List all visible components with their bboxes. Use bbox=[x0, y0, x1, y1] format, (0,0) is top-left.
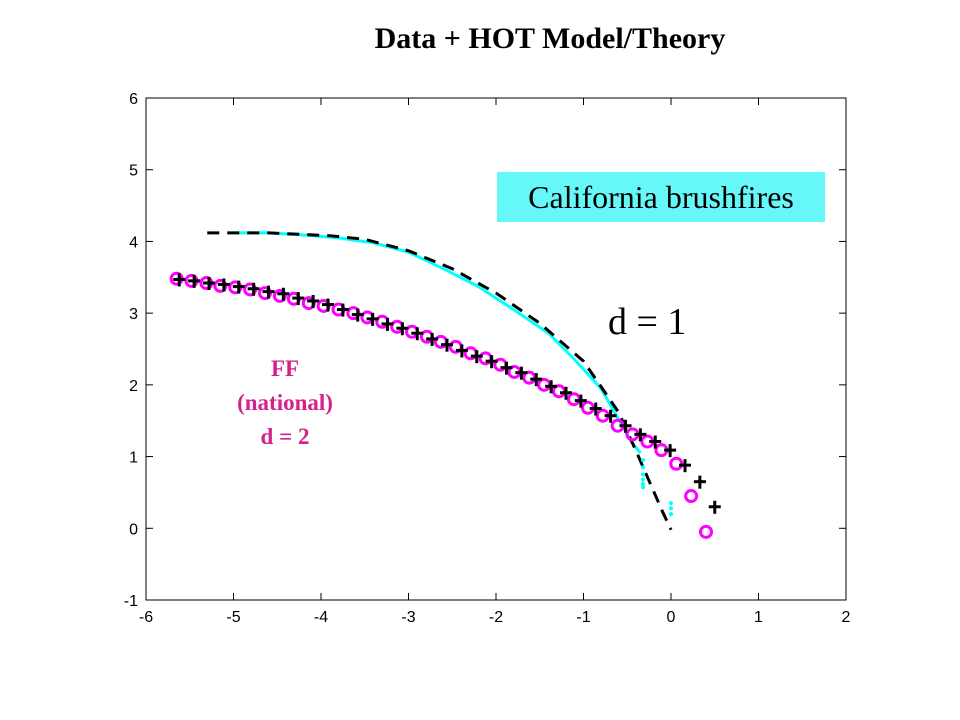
black-plus-point bbox=[545, 380, 558, 394]
x-tick-labels: -6 -5 -4 -3 -2 -1 0 1 2 bbox=[139, 609, 851, 626]
cyan-dot-point bbox=[669, 511, 673, 516]
black-plus-point bbox=[262, 285, 275, 299]
black-plus-point bbox=[634, 428, 647, 442]
x-tick-label: -3 bbox=[401, 609, 415, 626]
black-plus-point bbox=[649, 435, 662, 449]
cyan-dot-point bbox=[641, 458, 645, 463]
black-plus-point bbox=[589, 402, 602, 416]
black-plus-point bbox=[232, 280, 245, 294]
black-plus-point bbox=[173, 273, 186, 287]
black-plus-point bbox=[247, 282, 260, 296]
black-plus-point bbox=[560, 386, 572, 400]
black-plus-point bbox=[217, 278, 230, 292]
black-plus-point bbox=[203, 277, 215, 291]
black-plus-point bbox=[708, 500, 721, 514]
black-plus-point bbox=[485, 355, 498, 369]
y-tick-labels: -1 0 1 2 3 4 5 6 bbox=[124, 91, 138, 610]
black-plus-point bbox=[604, 409, 617, 423]
y-tick-label: -1 bbox=[124, 593, 138, 610]
black-plus-point bbox=[381, 317, 394, 331]
y-tick-label: 5 bbox=[129, 163, 138, 180]
x-tick-label: 2 bbox=[842, 609, 851, 626]
black-plus-point bbox=[679, 459, 691, 473]
black-plus-point bbox=[693, 475, 706, 489]
black-plus-point bbox=[574, 394, 587, 408]
x-tick-label: 1 bbox=[754, 609, 763, 626]
annotation-ff-line1: FF bbox=[270, 356, 300, 381]
black-plus-point bbox=[396, 322, 409, 336]
axis-ticks bbox=[145, 97, 847, 601]
cyan-dot-point bbox=[669, 501, 673, 506]
black-plus-point bbox=[530, 373, 543, 387]
x-tick-label: 0 bbox=[667, 609, 676, 626]
chart-title: Data + HOT Model/Theory bbox=[374, 22, 726, 55]
magenta-circle-point bbox=[272, 288, 287, 303]
black-plus-point bbox=[619, 419, 632, 433]
magenta-circle-point bbox=[684, 489, 699, 504]
black-plus-point bbox=[336, 303, 349, 317]
y-tick-label: 0 bbox=[129, 521, 138, 538]
black-plus-point bbox=[411, 327, 424, 341]
series-dashed-line bbox=[207, 231, 673, 531]
black-plus-point bbox=[277, 287, 290, 301]
cyan-dot-point bbox=[669, 506, 673, 511]
black-plus-point bbox=[322, 298, 334, 312]
series-layer bbox=[169, 231, 721, 539]
y-tick-label: 6 bbox=[129, 91, 138, 108]
x-tick-label: -6 bbox=[139, 609, 153, 626]
magenta-circle-point bbox=[699, 524, 713, 539]
black-plus-point bbox=[441, 338, 453, 352]
black-plus-point bbox=[307, 294, 320, 308]
x-tick-label: -4 bbox=[314, 609, 328, 626]
black-plus-point bbox=[664, 444, 677, 458]
x-tick-label: -2 bbox=[489, 609, 503, 626]
y-tick-label: 1 bbox=[129, 450, 138, 467]
x-tick-label: -1 bbox=[576, 609, 590, 626]
black-plus-point bbox=[366, 312, 379, 326]
y-tick-label: 3 bbox=[129, 306, 138, 323]
annotation-ff-line2: (national) bbox=[237, 390, 333, 415]
black-plus-point bbox=[426, 332, 439, 346]
annotation-ff-national: FF (national) d = 2 bbox=[205, 352, 365, 454]
annotation-d1: d = 1 bbox=[608, 301, 687, 343]
annotation-ff-line3: d = 2 bbox=[260, 424, 310, 449]
y-tick-label: 4 bbox=[129, 234, 138, 251]
black-plus-point bbox=[470, 350, 483, 364]
cyan-dot-point bbox=[641, 472, 645, 477]
x-tick-label: -5 bbox=[226, 609, 240, 626]
y-tick-label: 2 bbox=[129, 378, 138, 395]
black-plus-point bbox=[188, 274, 201, 288]
cyan-dot-point bbox=[641, 465, 645, 470]
black-plus-point bbox=[515, 366, 528, 380]
cyan-dot-point bbox=[641, 481, 645, 486]
cyan-dot-point bbox=[641, 485, 645, 490]
black-plus-point bbox=[292, 292, 305, 306]
black-plus-point bbox=[351, 308, 364, 322]
black-plus-point bbox=[500, 361, 513, 375]
cyan-dot-point bbox=[641, 477, 645, 482]
black-plus-point bbox=[455, 344, 468, 358]
callout-california-brushfires: California brushfires bbox=[497, 172, 825, 222]
